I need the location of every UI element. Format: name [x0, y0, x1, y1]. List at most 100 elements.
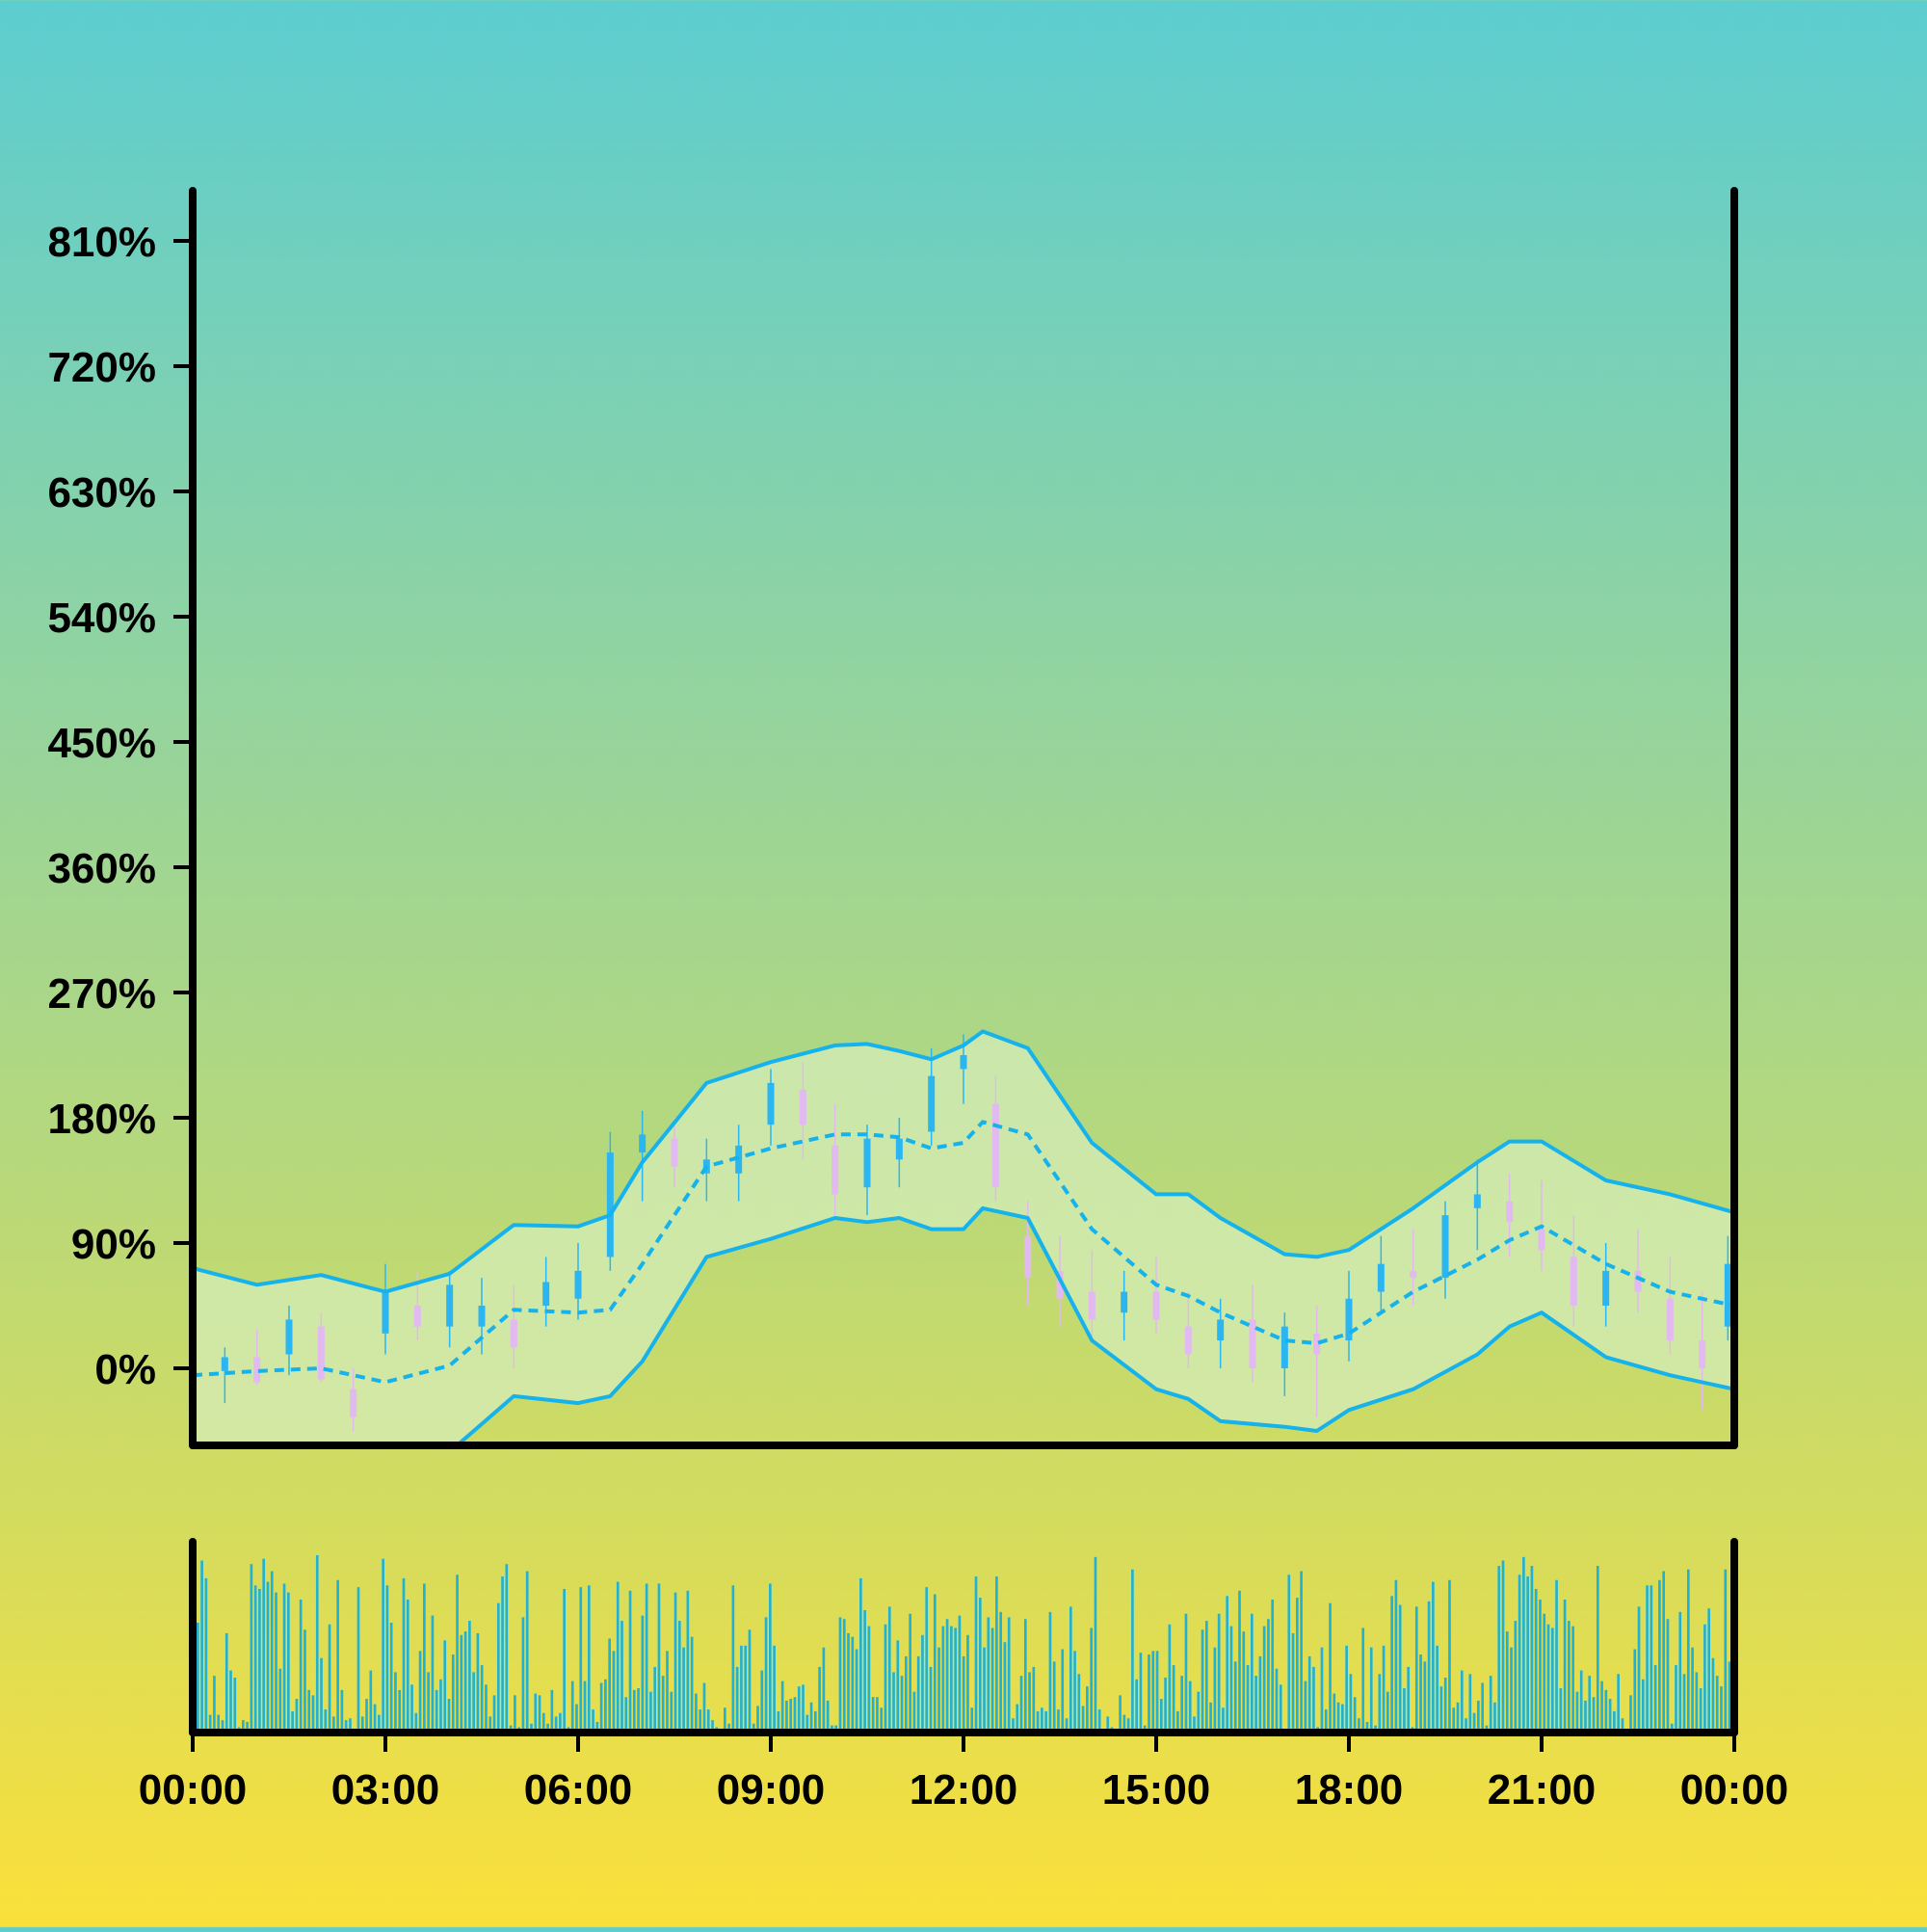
volume-bar — [785, 1700, 788, 1733]
volume-bar — [521, 1617, 525, 1733]
x-tick-label: 00:00 — [139, 1766, 248, 1813]
volume-bar — [1193, 1716, 1196, 1733]
volume-bar — [912, 1691, 916, 1733]
volume-bar — [1456, 1702, 1460, 1733]
volume-bar — [847, 1632, 850, 1733]
volume-bar — [1641, 1679, 1645, 1733]
volume-bar — [995, 1576, 998, 1733]
volume-bar — [773, 1645, 776, 1733]
volume-bar — [233, 1677, 237, 1733]
volume-bar — [686, 1590, 690, 1733]
volume-bar — [275, 1592, 277, 1733]
volume-bar — [641, 1615, 645, 1733]
y-tick-label: 90% — [71, 1221, 156, 1268]
volume-bar — [1686, 1569, 1690, 1733]
volume-bar — [797, 1686, 801, 1733]
volume-bar — [1617, 1674, 1620, 1733]
candle-body — [1184, 1326, 1192, 1355]
volume-bar — [1436, 1645, 1439, 1733]
volume-bar — [838, 1617, 842, 1733]
volume-bar — [1329, 1602, 1332, 1733]
volume-bar — [752, 1723, 755, 1733]
volume-bar — [1571, 1626, 1574, 1733]
volume-bar — [661, 1676, 665, 1733]
volume-bar — [1658, 1579, 1661, 1733]
volume-bar — [974, 1576, 978, 1733]
volume-bar — [304, 1629, 306, 1733]
volume-bar — [1258, 1655, 1262, 1733]
candle-body — [1152, 1291, 1160, 1320]
candle-body — [1377, 1263, 1385, 1292]
volume-bar — [295, 1699, 299, 1733]
volume-bar — [1233, 1661, 1237, 1733]
volume-bar — [587, 1585, 591, 1733]
volume-bar — [200, 1560, 203, 1733]
volume-bar — [496, 1602, 500, 1733]
volume-bar — [748, 1629, 752, 1733]
candle-body — [799, 1090, 806, 1125]
volume-bar — [1242, 1631, 1246, 1733]
volume-bar — [1633, 1649, 1637, 1733]
volume-bar — [315, 1555, 319, 1733]
volume-bar — [599, 1682, 603, 1733]
volume-bar — [559, 1712, 562, 1733]
volume-bar — [1555, 1579, 1558, 1733]
volume-bar — [1184, 1613, 1188, 1733]
volume-bar — [1246, 1665, 1250, 1733]
volume-bar — [1135, 1679, 1138, 1733]
volume-bar — [389, 1622, 393, 1733]
volume-bar — [1016, 1704, 1019, 1733]
bollinger-lower-line — [454, 1205, 1734, 1445]
volume-bar — [340, 1689, 344, 1733]
y-tick-label: 720% — [47, 344, 156, 391]
volume-bar — [744, 1645, 748, 1733]
volume-bar — [311, 1695, 315, 1733]
volume-bar — [855, 1649, 858, 1733]
volume-bar — [258, 1588, 261, 1733]
volume-bar — [1287, 1575, 1291, 1733]
volume-bar — [266, 1581, 270, 1733]
volume-bar — [809, 1702, 813, 1733]
volume-bar — [958, 1615, 962, 1733]
volume-bar — [385, 1585, 389, 1733]
volume-bar — [468, 1621, 471, 1733]
volume-bar — [987, 1617, 990, 1733]
volume-bar — [887, 1606, 891, 1733]
volume-bar — [1394, 1579, 1398, 1733]
candle-body — [317, 1326, 325, 1380]
candle-body — [1699, 1340, 1706, 1368]
volume-bar — [1608, 1699, 1612, 1733]
volume-bar — [1699, 1688, 1703, 1733]
volume-bar — [802, 1684, 805, 1733]
candle-body — [574, 1270, 582, 1299]
volume-bar — [604, 1679, 607, 1733]
volume-bar — [702, 1682, 706, 1733]
volume-bar — [1106, 1716, 1110, 1733]
candle-body — [991, 1103, 999, 1188]
volume-bar — [954, 1628, 957, 1733]
volume-bar — [1279, 1684, 1282, 1733]
candle-body — [671, 1138, 678, 1167]
volume-bar — [476, 1632, 480, 1733]
volume-bar — [546, 1723, 549, 1733]
volume-bar — [1122, 1714, 1126, 1733]
volume-bar — [1073, 1651, 1076, 1733]
volume-bar — [1472, 1712, 1476, 1733]
volume-bar — [1320, 1647, 1324, 1733]
volume-bar — [1468, 1674, 1472, 1733]
volume-bar — [563, 1588, 566, 1733]
candle-body — [1634, 1270, 1642, 1292]
volume-bar — [880, 1707, 884, 1733]
volume-bar — [1217, 1613, 1221, 1733]
volume-bar — [1407, 1666, 1411, 1733]
volume-bar — [962, 1655, 965, 1733]
volume-bar — [905, 1655, 908, 1733]
volume-bar — [456, 1575, 459, 1733]
volume-bar — [1003, 1642, 1007, 1733]
volume-bar — [990, 1628, 994, 1733]
volume-bar — [365, 1699, 368, 1733]
candle-body — [1217, 1319, 1225, 1341]
volume-bar — [1197, 1691, 1201, 1733]
volume-bar — [760, 1670, 764, 1733]
volume-bar — [1094, 1556, 1097, 1733]
